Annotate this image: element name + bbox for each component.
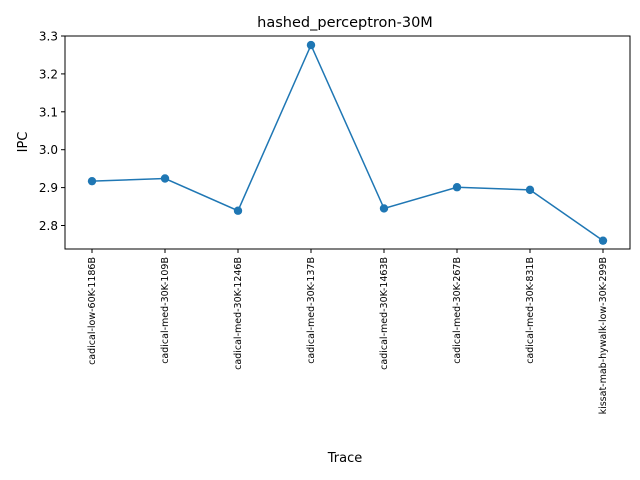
series-path <box>91 43 604 242</box>
plot-frame <box>64 35 631 250</box>
x-tick-label: cadical-med-30K-109B <box>160 257 171 364</box>
x-tick-label: cadical-low-60K-1186B <box>87 257 98 365</box>
series-line <box>87 40 608 245</box>
x-axis-label: Trace <box>327 451 363 466</box>
x-tick-label: cadical-med-30K-267B <box>452 257 463 364</box>
x-tick-label: cadical-med-30K-1246B <box>233 257 244 370</box>
x-tick-label: kissat-mab-hywalk-low-30K-299B <box>598 257 609 414</box>
data-point <box>525 185 535 195</box>
x-tick-label: cadical-med-30K-831B <box>525 257 536 364</box>
data-point <box>452 183 462 192</box>
y-axis: 2.8 2.9 3.0 3.1 3.2 3.3 <box>39 30 65 233</box>
data-point <box>379 204 389 213</box>
y-tick-label: 2.8 <box>39 219 58 233</box>
y-tick-label: 3.0 <box>39 143 58 157</box>
x-tick-label: cadical-med-30K-137B <box>306 257 317 364</box>
data-point <box>598 236 608 245</box>
plot-area <box>64 35 631 250</box>
x-tick-label: cadical-med-30K-1463B <box>379 257 390 370</box>
y-tick-label: 3.3 <box>39 30 58 44</box>
y-tick-label: 2.9 <box>39 181 58 195</box>
data-point <box>87 176 97 186</box>
y-tick-label: 3.1 <box>39 105 58 119</box>
y-axis-label: IPC <box>16 132 31 153</box>
data-point <box>233 206 243 215</box>
data-point <box>306 40 316 50</box>
x-axis: cadical-low-60K-1186B cadical-med-30K-109… <box>87 249 609 414</box>
chart-title: hashed_perceptron-30M <box>257 15 433 31</box>
y-tick-label: 3.2 <box>39 67 58 81</box>
data-point <box>160 174 170 183</box>
